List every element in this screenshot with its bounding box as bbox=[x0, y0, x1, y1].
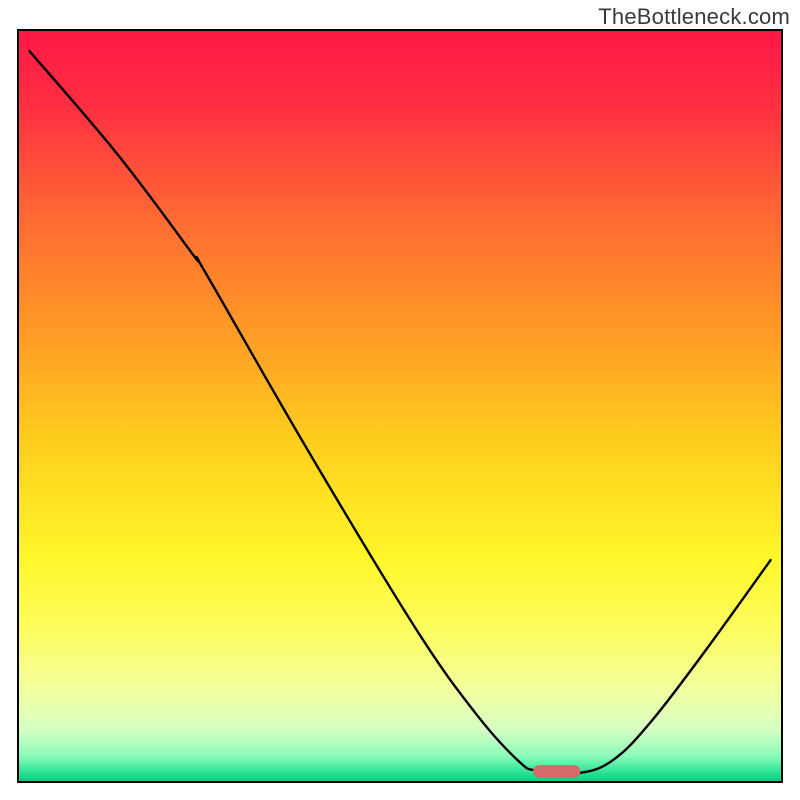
watermark-text: TheBottleneck.com bbox=[598, 4, 790, 30]
optimal-range-marker bbox=[533, 765, 580, 778]
bottleneck-chart: TheBottleneck.com bbox=[0, 0, 800, 800]
gradient-background bbox=[18, 30, 782, 782]
chart-svg bbox=[0, 0, 800, 800]
